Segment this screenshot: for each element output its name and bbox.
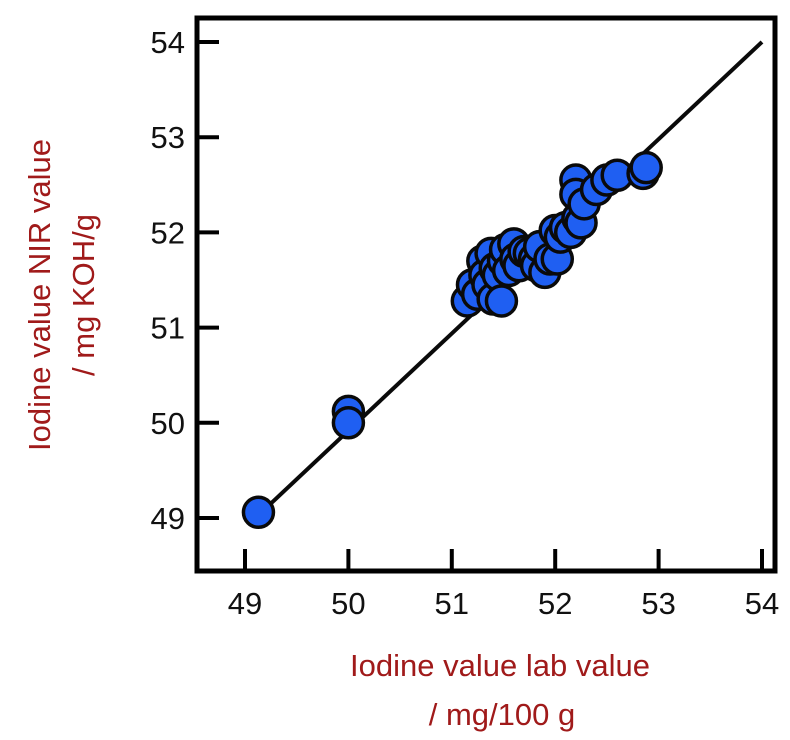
data-point (484, 284, 519, 318)
x-axis-unit: / mg/100 g (429, 697, 575, 732)
x-axis-title: Iodine value lab value (350, 648, 650, 683)
data-point (331, 406, 366, 440)
x-tick-label: 50 (331, 586, 365, 621)
x-tick-label: 51 (435, 586, 469, 621)
x-tick-label: 54 (745, 586, 779, 621)
x-tick-label: 52 (538, 586, 572, 621)
y-tick-label: 52 (151, 215, 185, 250)
y-tick-label: 54 (151, 25, 185, 60)
plot-frame (194, 15, 778, 574)
y-tick-label: 50 (151, 406, 185, 441)
x-tick-label: 49 (228, 586, 262, 621)
x-tick-label: 53 (641, 586, 675, 621)
y-tick-label: 53 (151, 120, 185, 155)
y-tick-label: 49 (151, 501, 185, 536)
y-tick-label: 51 (151, 311, 185, 346)
data-point (629, 150, 663, 185)
data-point (241, 495, 276, 530)
y-axis-unit: / mg KOH/g (66, 214, 101, 376)
y-axis-title: Iodine value NIR value (22, 139, 57, 451)
